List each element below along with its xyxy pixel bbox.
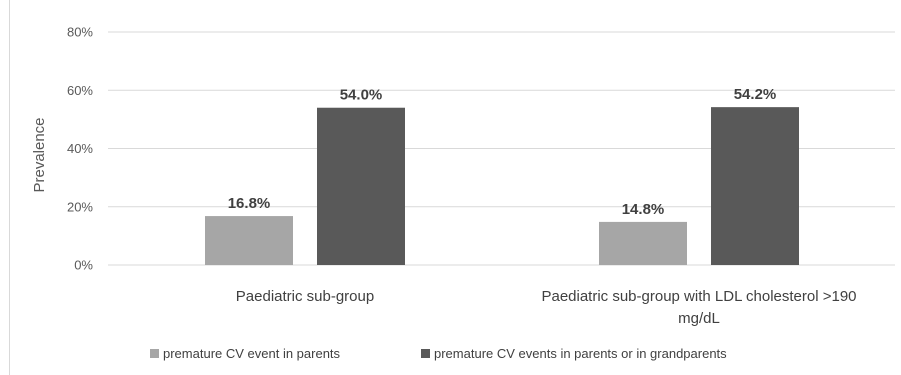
y-tick-label: 20% — [67, 199, 93, 214]
bar — [317, 107, 405, 265]
data-label: 14.8% — [622, 201, 665, 218]
legend: premature CV event in parents premature C… — [150, 346, 727, 361]
data-labels: 16.8% 54.0% 14.8% 54.2% — [228, 86, 777, 218]
chart-frame-line — [9, 0, 10, 375]
legend-label: premature CV events in parents or in gra… — [434, 346, 727, 361]
y-axis-ticks: 0% 20% 40% 60% 80% — [67, 25, 93, 273]
category-labels: Paediatric sub-group Paediatric sub-group… — [236, 288, 857, 327]
y-tick-label: 40% — [67, 141, 93, 156]
data-label: 54.0% — [340, 87, 383, 104]
bar — [711, 107, 799, 265]
y-tick-label: 0% — [74, 258, 93, 273]
category-label: Paediatric sub-group — [236, 288, 374, 305]
category-label: Paediatric sub-group with LDL cholestero… — [541, 288, 856, 305]
legend-swatch — [150, 349, 159, 358]
legend-label: premature CV event in parents — [163, 346, 341, 361]
bars — [205, 107, 799, 265]
category-label: mg/dL — [678, 310, 720, 327]
data-label: 16.8% — [228, 195, 271, 212]
bar — [205, 216, 293, 265]
y-tick-label: 60% — [67, 83, 93, 98]
y-axis-label: Prevalence — [31, 117, 48, 192]
y-tick-label: 80% — [67, 25, 93, 40]
data-label: 54.2% — [734, 86, 777, 103]
legend-swatch — [421, 349, 430, 358]
bar — [599, 221, 687, 265]
